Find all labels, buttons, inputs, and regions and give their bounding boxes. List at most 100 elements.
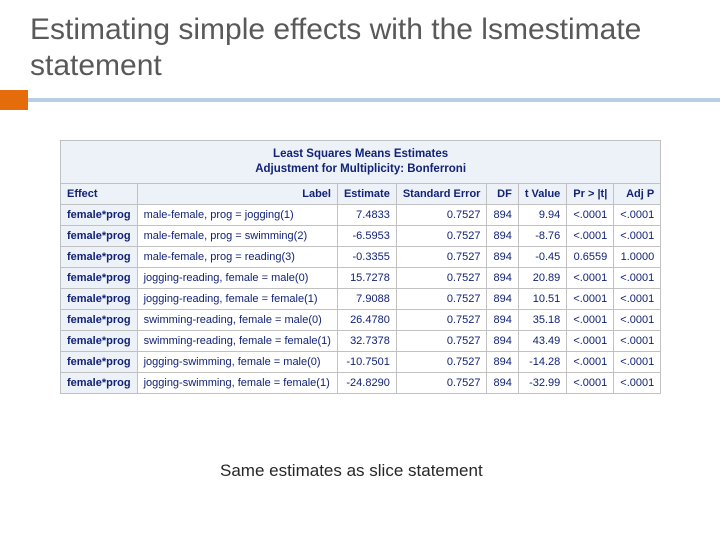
cell-tvalue: 20.89 <box>518 267 566 288</box>
caption-line2: Adjustment for Multiplicity: Bonferroni <box>255 163 466 175</box>
table-row: female*progswimming-reading, female = fe… <box>61 330 661 351</box>
cell-df: 894 <box>487 309 518 330</box>
cell-estimate: 7.4833 <box>337 204 396 225</box>
cell-stderr: 0.7527 <box>396 351 487 372</box>
lsm-table: Least Squares Means Estimates Adjustment… <box>60 140 661 394</box>
cell-estimate: -0.3355 <box>337 246 396 267</box>
cell-p: <.0001 <box>567 267 614 288</box>
cell-adjp: <.0001 <box>614 372 661 393</box>
table-body: female*progmale-female, prog = jogging(1… <box>61 204 661 393</box>
cell-effect: female*prog <box>61 309 138 330</box>
cell-df: 894 <box>487 204 518 225</box>
cell-stderr: 0.7527 <box>396 309 487 330</box>
slide-title: Estimating simple effects with the lsmes… <box>0 0 720 90</box>
cell-tvalue: -14.28 <box>518 351 566 372</box>
cell-label: swimming-reading, female = female(1) <box>137 330 337 351</box>
cell-tvalue: 10.51 <box>518 288 566 309</box>
cell-adjp: 1.0000 <box>614 246 661 267</box>
caption-line1: Least Squares Means Estimates <box>273 148 448 160</box>
cell-p: 0.6559 <box>567 246 614 267</box>
col-label: Label <box>137 183 337 204</box>
cell-stderr: 0.7527 <box>396 204 487 225</box>
col-estimate: Estimate <box>337 183 396 204</box>
cell-tvalue: -8.76 <box>518 225 566 246</box>
cell-df: 894 <box>487 372 518 393</box>
cell-adjp: <.0001 <box>614 225 661 246</box>
cell-df: 894 <box>487 351 518 372</box>
table-container: Least Squares Means Estimates Adjustment… <box>60 140 660 394</box>
col-stderr: Standard Error <box>396 183 487 204</box>
cell-stderr: 0.7527 <box>396 246 487 267</box>
cell-label: male-female, prog = reading(3) <box>137 246 337 267</box>
col-p: Pr > |t| <box>567 183 614 204</box>
cell-stderr: 0.7527 <box>396 288 487 309</box>
cell-estimate: -6.5953 <box>337 225 396 246</box>
cell-p: <.0001 <box>567 372 614 393</box>
cell-label: male-female, prog = jogging(1) <box>137 204 337 225</box>
cell-adjp: <.0001 <box>614 204 661 225</box>
cell-adjp: <.0001 <box>614 351 661 372</box>
cell-label: swimming-reading, female = male(0) <box>137 309 337 330</box>
cell-effect: female*prog <box>61 372 138 393</box>
cell-effect: female*prog <box>61 351 138 372</box>
table-row: female*progjogging-reading, female = mal… <box>61 267 661 288</box>
cell-tvalue: 43.49 <box>518 330 566 351</box>
accent-box <box>0 90 28 110</box>
cell-adjp: <.0001 <box>614 288 661 309</box>
cell-effect: female*prog <box>61 225 138 246</box>
table-row: female*progjogging-swimming, female = ma… <box>61 351 661 372</box>
cell-estimate: 26.4780 <box>337 309 396 330</box>
table-row: female*progswimming-reading, female = ma… <box>61 309 661 330</box>
cell-p: <.0001 <box>567 204 614 225</box>
cell-df: 894 <box>487 267 518 288</box>
cell-estimate: 15.7278 <box>337 267 396 288</box>
table-caption: Least Squares Means Estimates Adjustment… <box>61 141 661 184</box>
table-row: female*progmale-female, prog = reading(3… <box>61 246 661 267</box>
col-effect: Effect <box>61 183 138 204</box>
cell-estimate: -24.8290 <box>337 372 396 393</box>
accent-row <box>0 90 720 110</box>
cell-tvalue: 9.94 <box>518 204 566 225</box>
cell-df: 894 <box>487 288 518 309</box>
cell-effect: female*prog <box>61 330 138 351</box>
slide: Estimating simple effects with the lsmes… <box>0 0 720 540</box>
cell-p: <.0001 <box>567 351 614 372</box>
cell-label: jogging-reading, female = male(0) <box>137 267 337 288</box>
cell-tvalue: -0.45 <box>518 246 566 267</box>
cell-tvalue: 35.18 <box>518 309 566 330</box>
cell-label: jogging-swimming, female = female(1) <box>137 372 337 393</box>
cell-stderr: 0.7527 <box>396 330 487 351</box>
cell-stderr: 0.7527 <box>396 267 487 288</box>
cell-df: 894 <box>487 330 518 351</box>
cell-tvalue: -32.99 <box>518 372 566 393</box>
cell-effect: female*prog <box>61 267 138 288</box>
table-row: female*progmale-female, prog = swimming(… <box>61 225 661 246</box>
header-row: Effect Label Estimate Standard Error DF … <box>61 183 661 204</box>
col-adjp: Adj P <box>614 183 661 204</box>
cell-label: jogging-swimming, female = male(0) <box>137 351 337 372</box>
cell-effect: female*prog <box>61 288 138 309</box>
cell-p: <.0001 <box>567 288 614 309</box>
cell-estimate: 7.9088 <box>337 288 396 309</box>
cell-p: <.0001 <box>567 309 614 330</box>
cell-estimate: -10.7501 <box>337 351 396 372</box>
table-row: female*progmale-female, prog = jogging(1… <box>61 204 661 225</box>
cell-label: jogging-reading, female = female(1) <box>137 288 337 309</box>
col-tvalue: t Value <box>518 183 566 204</box>
cell-effect: female*prog <box>61 246 138 267</box>
cell-p: <.0001 <box>567 225 614 246</box>
cell-effect: female*prog <box>61 204 138 225</box>
caption-row: Least Squares Means Estimates Adjustment… <box>61 141 661 184</box>
table-row: female*progjogging-swimming, female = fe… <box>61 372 661 393</box>
cell-label: male-female, prog = swimming(2) <box>137 225 337 246</box>
cell-stderr: 0.7527 <box>396 225 487 246</box>
col-df: DF <box>487 183 518 204</box>
cell-adjp: <.0001 <box>614 309 661 330</box>
table-row: female*progjogging-reading, female = fem… <box>61 288 661 309</box>
cell-df: 894 <box>487 246 518 267</box>
cell-df: 894 <box>487 225 518 246</box>
cell-adjp: <.0001 <box>614 267 661 288</box>
cell-stderr: 0.7527 <box>396 372 487 393</box>
cell-estimate: 32.7378 <box>337 330 396 351</box>
cell-p: <.0001 <box>567 330 614 351</box>
